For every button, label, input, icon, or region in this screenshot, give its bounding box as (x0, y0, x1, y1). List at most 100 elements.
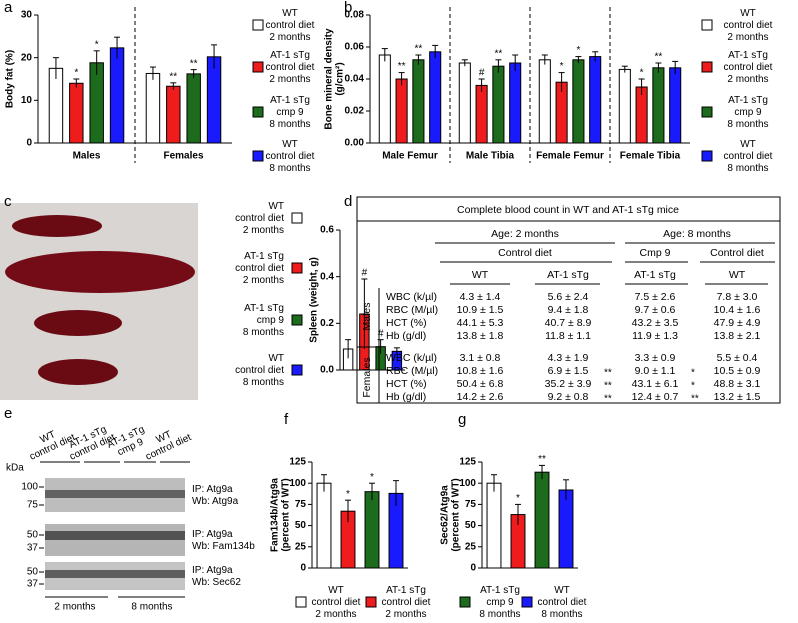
table-cell: 44.1 ± 5.3 (457, 317, 504, 329)
bar (618, 68, 631, 144)
panel-letter: d (344, 193, 352, 210)
y-tick-label: 0.04 (345, 74, 365, 85)
bar (186, 73, 201, 144)
table-cell: 10.9 ± 1.5 (457, 304, 504, 316)
text-line: AT-1 sTg (270, 50, 310, 61)
text-line: (percent of WT) (280, 478, 291, 551)
legend-label: WT control diet 8 months (235, 353, 284, 388)
legend-swatch (291, 314, 303, 326)
x-tick-label: Male Femur (382, 151, 438, 162)
text-line: 2 months (269, 74, 310, 85)
y-tick-label: 0.00 (345, 138, 365, 149)
significance-mark: ** (495, 48, 503, 59)
legend-label: WT control diet 2 months (724, 8, 773, 43)
text-line: 2 months (243, 275, 284, 286)
significance-mark: # (479, 68, 485, 79)
text-line: AT-1 sTg (480, 585, 520, 596)
bar (206, 56, 222, 144)
bar (364, 491, 380, 569)
age-label: 8 months (131, 602, 172, 613)
kda-label: kDa (6, 463, 24, 474)
table-row-label: HCT (%) (386, 378, 427, 390)
y-tick-label: 20 (21, 52, 33, 63)
significance-mark: ** (190, 58, 198, 69)
x-tick-label: Female Femur (536, 151, 604, 162)
text-line: WT (268, 201, 284, 212)
text-line: control diet (266, 20, 315, 31)
kda-marker: 100 (21, 482, 38, 493)
significance-mark: ** (691, 394, 699, 405)
table-cell: 43.1 ± 6.1 (632, 378, 679, 390)
y-tick-label: 0.4 (320, 271, 334, 282)
text-line: AT-1 sTg (244, 251, 284, 262)
text-line: 8 months (243, 327, 284, 338)
spleen (5, 251, 195, 293)
legend-label: WT control diet 8 months (724, 139, 773, 174)
bar (109, 47, 125, 144)
legend-label: WT control diet 2 months (312, 585, 361, 620)
panel-letter: e (4, 405, 12, 422)
text-line: AT-1 sTg (244, 303, 284, 314)
y-tick-label: 0.08 (345, 10, 365, 21)
text-line: control diet (538, 597, 587, 608)
text-line: IP: Atg9a (192, 529, 233, 540)
legend-swatch (521, 596, 533, 608)
significance-mark: ** (604, 368, 612, 379)
text-line: Bone mineral density (323, 28, 334, 130)
legend-swatch (459, 596, 471, 608)
legend-swatch (701, 106, 713, 118)
table-group-label: Females (361, 357, 373, 397)
y-tick-label: 125 (289, 457, 306, 468)
table-cell: 50.4 ± 6.8 (457, 378, 504, 390)
table-cell: 9.2 ± 0.8 (548, 391, 589, 403)
text-line: control diet (266, 62, 315, 73)
x-tick-label: Male Tibia (466, 151, 515, 162)
significance-mark: * (576, 45, 580, 56)
legend-swatch (252, 61, 264, 73)
bar (492, 65, 505, 144)
y-tick-label: 0.0 (320, 365, 334, 376)
text-line: Wb: Fam134b (192, 541, 255, 552)
y-tick-label: 25 (465, 541, 477, 552)
table-column-header: AT-1 sTg (634, 269, 676, 281)
table-cell: 48.8 ± 3.1 (714, 378, 761, 390)
legend-label: WT control diet 8 months (538, 585, 587, 620)
bar (534, 471, 550, 569)
bar (475, 84, 488, 144)
legend-label: AT-1 sTg control diet 2 months (382, 585, 431, 620)
x-tick-label: Female Tibia (620, 151, 681, 162)
spleen (34, 310, 122, 336)
table-cell: 6.9 ± 1.5 (548, 365, 589, 377)
bar (316, 482, 332, 569)
significance-mark: ** (398, 61, 406, 72)
text-line: 8 months (269, 119, 310, 130)
blot-label: IP: Atg9a Wb: Fam134b (192, 529, 255, 552)
bar (378, 54, 391, 144)
table-cell: 13.2 ± 1.5 (714, 391, 761, 403)
text-line: 8 months (727, 163, 768, 174)
table-row-label: WBC (k/µl) (386, 352, 437, 364)
table-row-label: Hb (g/dl) (386, 330, 426, 342)
significance-mark: * (95, 39, 99, 50)
kda-marker: 50 (27, 530, 39, 541)
table-cell: 11.8 ± 1.1 (545, 330, 591, 342)
significance-mark: ** (604, 381, 612, 392)
y-axis-label: Sec62/Atg9a(percent of WT) (439, 478, 461, 551)
text-line: 8 months (541, 609, 582, 620)
table-cell: 3.1 ± 0.8 (460, 352, 501, 364)
text-line: cmp 9 (486, 597, 514, 608)
text-line: 2 months (243, 225, 284, 236)
text-line: control diet (235, 365, 284, 376)
table-cell: 11.9 ± 1.3 (632, 330, 678, 342)
table-column-header: WT (472, 269, 489, 281)
text-line: 8 months (243, 377, 284, 388)
lane-label: WTcontrol diet (139, 422, 193, 463)
significance-mark: * (691, 368, 695, 379)
bar (395, 78, 408, 144)
table-cell: 5.5 ± 0.4 (717, 352, 758, 364)
